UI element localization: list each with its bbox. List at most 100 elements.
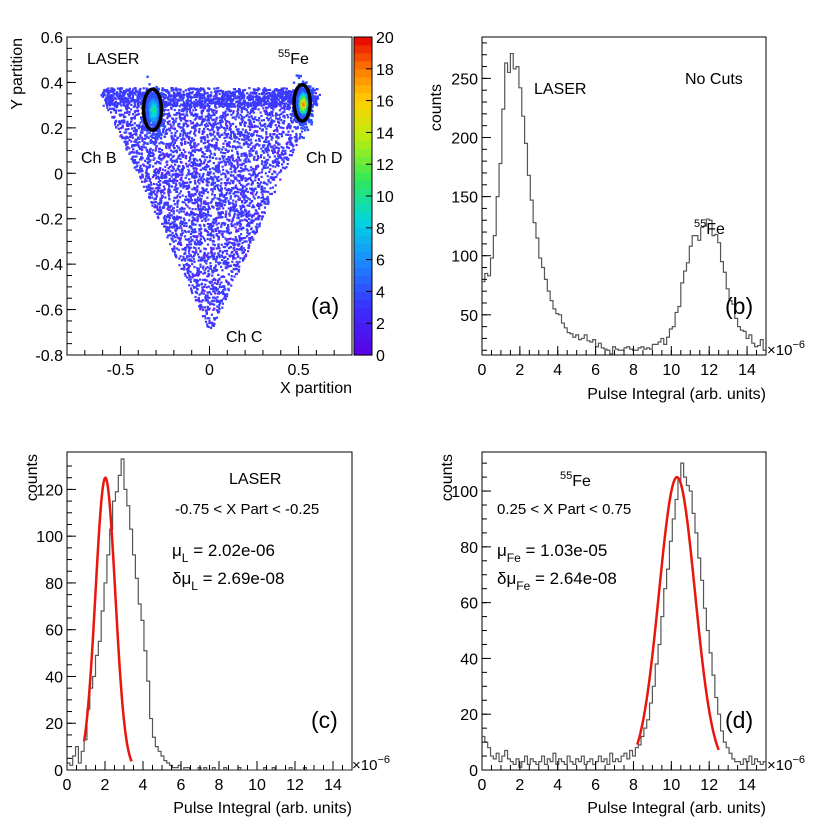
- panel-a-scatter-point: [188, 248, 191, 251]
- panel-a-scatter-point: [277, 120, 280, 123]
- panel-a-scatter-point: [167, 101, 170, 104]
- panel-a-scatter-point: [266, 144, 269, 147]
- panel-a-scatter-point: [263, 202, 266, 205]
- panel-a-scatter-point: [188, 173, 191, 176]
- panel-a-scatter-point: [181, 229, 184, 232]
- panel-a-scatter-point: [165, 142, 168, 145]
- panel-a-scatter-point: [275, 136, 278, 139]
- panel-a-scatter-point: [172, 91, 175, 94]
- panel-a-scatter-point: [217, 261, 220, 264]
- panel-a-scatter-point: [206, 208, 210, 211]
- panel-a-scatter-point: [229, 123, 232, 126]
- panel-a-scatter-point: [165, 220, 168, 223]
- panel-a-scatter-point: [223, 98, 226, 101]
- panel-a-scatter-point: [278, 109, 281, 112]
- panel-a-scatter-point: [197, 296, 200, 300]
- panel-a-scatter-point: [256, 182, 259, 185]
- panel-a-scatter-point: [218, 179, 221, 182]
- panel-a-scatter-point: [224, 215, 227, 219]
- panel-a-scatter-point: [225, 188, 228, 191]
- panel-a-scatter-point: [220, 190, 223, 193]
- panel-a-scatter-point: [282, 153, 285, 156]
- panel-a-scatter-point: [234, 184, 237, 187]
- panel-a-scatter-point: [239, 93, 242, 96]
- panel-a-scatter-point: [174, 172, 177, 175]
- panel-a-scatter-point: [203, 269, 206, 272]
- panel-a-scatter-point: [257, 119, 260, 122]
- panel-a-scatter-point: [237, 155, 240, 158]
- panel-a-scatter-point: [243, 123, 246, 126]
- panel-a-scatter-point: [217, 97, 220, 100]
- panel-a-scatter-point: [220, 178, 223, 181]
- panel-a-scatter-point: [174, 229, 177, 233]
- panel-a-scatter-point: [193, 240, 196, 243]
- panel-a-scatter-point: [170, 142, 173, 145]
- panel-a-scatter-point: [244, 185, 247, 188]
- panel-a-scatter-point: [242, 106, 245, 109]
- panel-a-scatter-point: [130, 117, 133, 120]
- panel-a-scatter-point: [217, 132, 220, 135]
- panel-a-scatter-point: [131, 158, 134, 161]
- panel-a-scatter-point: [190, 137, 194, 140]
- panel-a-scatter-point: [211, 198, 214, 201]
- panel-a-scatter-point: [277, 136, 280, 139]
- panel-a-scatter-point: [284, 102, 287, 105]
- panel-a-scatter-point: [277, 143, 280, 146]
- panel-a-scatter-point: [153, 198, 156, 201]
- panel-a-scatter-point: [244, 194, 247, 197]
- panel-a-scatter-point: [239, 95, 242, 98]
- panel-a-scatter-point: [196, 267, 199, 270]
- panel-a-scatter-point: [273, 120, 276, 123]
- panel-a-scatter-point: [225, 210, 228, 213]
- panel-a-scatter-point: [173, 225, 177, 228]
- panel-a-scatter-point: [115, 120, 118, 123]
- panel-a-scatter-point: [153, 157, 156, 160]
- panel-a-scatter-point: [209, 237, 212, 240]
- panel-a-scatter-point: [189, 254, 192, 257]
- panel-a-scatter-point: [201, 191, 204, 194]
- panel-a-scatter-point: [222, 199, 225, 202]
- panel-a-scatter-point: [228, 92, 232, 95]
- panel-a-scatter-point: [171, 89, 174, 92]
- panel-a-scatter-point: [249, 187, 252, 190]
- panel-a-scatter-point: [176, 103, 179, 106]
- panel-a-scatter-point: [287, 100, 290, 103]
- panel-a-scatter-point: [198, 124, 201, 127]
- panel-a-scatter-point: [109, 100, 112, 103]
- panel-a-scatter-point: [111, 87, 114, 90]
- panel-a-scatter-point: [186, 243, 189, 246]
- panel-a-scatter-point: [227, 261, 230, 264]
- panel-a-scatter-point: [174, 182, 177, 185]
- panel-a-scatter-point: [241, 162, 244, 165]
- panel-a-scatter-point: [105, 100, 108, 103]
- panel-a-scatter-point: [232, 224, 235, 227]
- panel-a-scatter-point: [199, 263, 202, 266]
- panel-a-scatter-point: [200, 115, 204, 118]
- panel-a-scatter-point: [202, 178, 206, 181]
- panel-a-scatter-point: [196, 272, 199, 275]
- panel-a-scatter-point: [201, 132, 204, 135]
- panel-a-scatter-point: [151, 136, 154, 139]
- panel-a-scatter-point: [280, 135, 283, 138]
- panel-a-scatter-point: [248, 198, 251, 201]
- panel-a-scatter-point: [241, 128, 244, 131]
- panel-a-scatter-point: [254, 168, 257, 171]
- panel-a-scatter-point: [182, 110, 185, 113]
- panel-a-scatter-point: [277, 93, 280, 97]
- panel-a-scatter-point: [152, 158, 155, 161]
- panel-a-scatter-point: [179, 161, 182, 164]
- panel-a-scatter-point: [160, 177, 163, 180]
- panel-a-scatter-point: [155, 132, 158, 135]
- panel-a-scatter-point: [194, 247, 197, 250]
- panel-a-scatter-point: [117, 109, 120, 112]
- panel-a-scatter-point: [295, 137, 298, 140]
- panel-a-scatter-point: [273, 91, 276, 95]
- panel-a-scatter-point: [280, 107, 283, 110]
- panel-a-scatter-point: [151, 176, 155, 179]
- panel-a-scatter-point: [165, 152, 169, 155]
- panel-a-scatter-point: [168, 205, 171, 208]
- panel-a-scatter-point: [190, 152, 193, 155]
- panel-a-scatter-point: [233, 214, 236, 217]
- panel-a-scatter-point: [244, 131, 247, 134]
- panel-a-scatter-point: [233, 239, 236, 242]
